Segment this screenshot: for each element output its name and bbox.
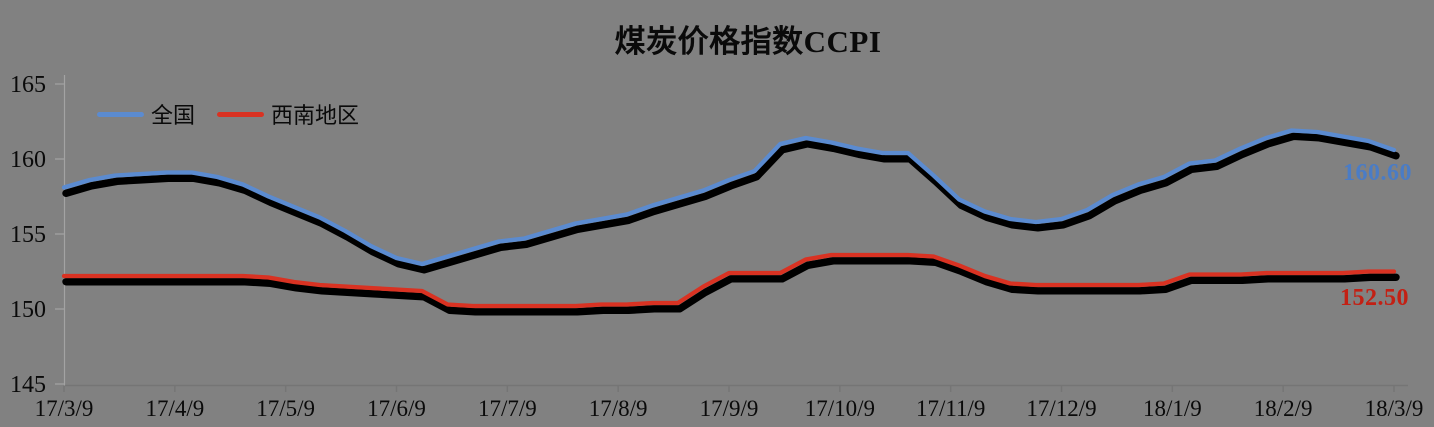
series-line-1 <box>61 252 1397 309</box>
y-tick-label: 150 <box>10 297 46 323</box>
y-tick-label: 160 <box>10 147 46 173</box>
x-tick-label: 18/1/9 <box>1143 396 1202 421</box>
x-tick-label: 17/4/9 <box>145 396 204 421</box>
legend-label-national: 全国 <box>151 103 196 128</box>
y-tick-label: 145 <box>10 372 46 398</box>
chart-title: 煤炭价格指数CCPI <box>614 24 882 59</box>
y-tick-label: 165 <box>10 72 46 98</box>
southwest-line-swatch-icon <box>217 111 265 117</box>
southwest-end-value-label: 152.50 <box>1340 285 1409 311</box>
series-line-0 <box>61 128 1397 267</box>
x-tick-label: 17/6/9 <box>367 396 426 421</box>
legend-label-southwest: 西南地区 <box>271 103 360 128</box>
x-tick-label: 17/9/9 <box>700 396 759 421</box>
x-tick-label: 17/8/9 <box>589 396 648 421</box>
x-tick-label: 17/11/9 <box>916 396 985 421</box>
x-tick-label: 18/2/9 <box>1254 396 1313 421</box>
series-shadow-1 <box>62 257 1400 316</box>
chart-legend: 全国 西南地区 <box>97 98 359 130</box>
x-tick-label: 17/5/9 <box>256 396 315 421</box>
x-tick-label: 17/3/9 <box>35 396 94 421</box>
legend-item-southwest: 西南地区 <box>217 98 359 130</box>
x-tick-label: 18/3/9 <box>1365 396 1424 421</box>
x-tick-label: 17/10/9 <box>805 396 875 421</box>
national-line-swatch-icon <box>97 111 144 117</box>
x-tick-label: 17/7/9 <box>478 396 537 421</box>
national-end-value-label: 160.60 <box>1343 160 1412 186</box>
legend-item-national: 全国 <box>97 98 195 130</box>
x-tick-label: 17/12/9 <box>1026 396 1096 421</box>
series-shadow-0 <box>62 132 1400 274</box>
y-tick-label: 155 <box>10 222 46 248</box>
